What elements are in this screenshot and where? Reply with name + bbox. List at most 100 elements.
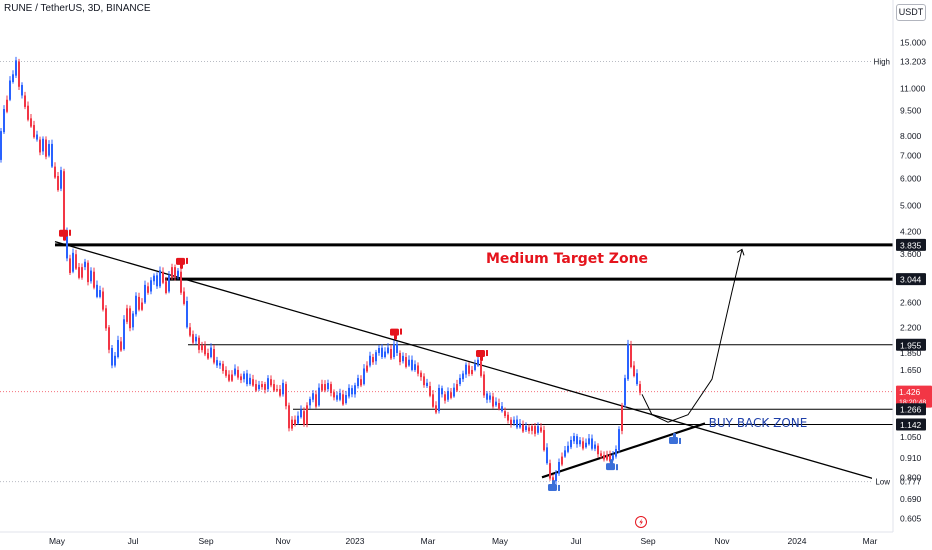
candle: [105, 305, 107, 331]
candle-body: [363, 368, 365, 385]
candle-body: [549, 463, 551, 479]
candle: [162, 267, 164, 285]
candle-body: [30, 118, 32, 127]
candle: [444, 391, 446, 404]
candle: [99, 285, 101, 299]
candle: [150, 277, 152, 295]
candle: [414, 360, 416, 372]
last-price-text: 1.426: [899, 387, 921, 397]
candle: [261, 380, 263, 390]
symbol-title: RUNE / TetherUS, 3D, BINANCE: [4, 3, 151, 14]
candle: [564, 445, 566, 458]
candle-body: [90, 270, 92, 282]
candle: [207, 348, 209, 360]
candle-body: [309, 398, 311, 406]
candle: [357, 374, 359, 389]
price-axis[interactable]: 15.000 11.000 9.500 8.000 7.000 6.000 5.000 4.2…: [900, 38, 926, 524]
candle-body: [234, 368, 236, 375]
candle-body: [216, 360, 218, 366]
candle-body: [504, 411, 506, 416]
candle-body: [495, 401, 497, 406]
candle-body: [18, 61, 20, 87]
candle: [282, 379, 284, 397]
candle: [201, 341, 203, 353]
candle-body: [243, 373, 245, 380]
price-badge: [896, 418, 926, 431]
candle: [204, 341, 206, 357]
thumb-finger: [480, 356, 483, 362]
candle-body: [324, 384, 326, 391]
candle: [411, 355, 413, 372]
currency-button[interactable]: USDT: [896, 4, 926, 21]
candle-body: [480, 361, 482, 376]
time-axis[interactable]: May Jul Sep Nov 2023 Mar May Jul Sep Nov 2024 Mar: [49, 536, 878, 546]
thumb-cuff: [400, 328, 402, 335]
candle: [639, 380, 641, 396]
candle: [615, 445, 617, 459]
candle-body: [540, 427, 542, 432]
candle-body: [603, 454, 605, 460]
candle-body: [108, 327, 110, 350]
price-tick-label: 5.000: [900, 201, 922, 211]
alert-icon[interactable]: [635, 516, 647, 528]
candle: [6, 95, 8, 114]
candle: [510, 417, 512, 428]
candle-body: [426, 382, 428, 387]
candle: [231, 370, 233, 383]
candle: [468, 362, 470, 377]
candle: [216, 356, 218, 369]
candle-body: [618, 429, 620, 451]
candle-body: [621, 405, 623, 431]
candle: [381, 343, 383, 360]
candle: [489, 392, 491, 403]
candle: [330, 381, 332, 397]
candle: [294, 415, 296, 427]
candle-body: [357, 378, 359, 387]
candle: [195, 333, 197, 345]
candle: [534, 423, 536, 437]
candle-body: [15, 60, 17, 76]
candle-body: [300, 409, 302, 418]
candle-body: [156, 275, 158, 287]
candle: [375, 349, 377, 365]
countdown-text: 18:20:48: [899, 400, 926, 407]
candle-body: [498, 403, 500, 410]
candle-body: [555, 472, 557, 482]
candle: [264, 381, 266, 394]
candle: [228, 370, 230, 383]
time-tick-label: May: [492, 536, 509, 546]
candle: [108, 324, 110, 354]
candle: [210, 343, 212, 359]
candle: [462, 370, 464, 383]
candle-body: [291, 419, 293, 429]
candle: [225, 366, 227, 378]
candle-body: [501, 406, 503, 412]
candle-body: [519, 423, 521, 428]
candle-body: [345, 395, 347, 404]
buy-back-zone-label: BUY BACK ZONE: [709, 416, 808, 430]
thumb-hand: [59, 229, 68, 237]
time-tick-label: May: [49, 536, 66, 546]
candle-body: [168, 275, 170, 292]
candle: [135, 292, 137, 317]
candle-body: [6, 99, 8, 112]
price-badge: [896, 273, 926, 286]
candle: [390, 344, 392, 361]
candle-body: [267, 378, 269, 390]
candle-body: [546, 447, 548, 464]
candle: [45, 136, 47, 160]
thumb-finger: [180, 263, 183, 269]
candle: [531, 423, 533, 435]
candle: [324, 380, 326, 393]
thumb-markers: [59, 229, 681, 491]
candle: [354, 382, 356, 398]
candle: [54, 162, 56, 179]
candle: [453, 383, 455, 398]
candle: [471, 365, 473, 376]
candle-body: [9, 80, 11, 100]
candle: [417, 362, 419, 377]
candle-body: [129, 308, 131, 329]
candle-body: [351, 388, 353, 395]
